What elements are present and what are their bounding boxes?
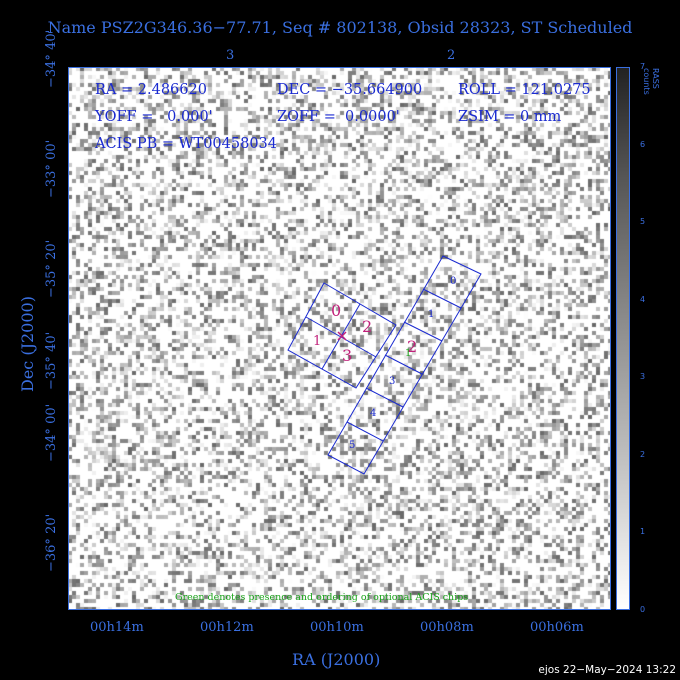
plot-title: Name PSZ2G346.36−77.71, Seq # 802138, Ob…	[47, 18, 633, 37]
colorbar	[616, 67, 630, 610]
top-tick-label: 2	[447, 48, 456, 63]
dec-value: DEC = −35.664900	[277, 82, 423, 98]
acis-s-chip-label-large: 2	[407, 337, 417, 356]
colorbar-tick-label: 4	[640, 294, 646, 304]
colorbar-tick-label: 6	[640, 139, 646, 149]
ra-value: RA = 2.486620	[95, 82, 207, 98]
acis-i-chip-label: 2	[362, 317, 372, 336]
aimpoint-marker	[337, 331, 347, 341]
optional-chip-label: 1	[405, 348, 411, 359]
roll-value: ROLL = 121.0275	[458, 82, 591, 98]
acis-s-chip-label: 3	[389, 376, 395, 387]
acis-i-chip-label: 0	[331, 301, 341, 320]
acis-i-chip-label: 1	[313, 334, 321, 349]
acis-s-divider	[365, 387, 404, 408]
acis-s-chip-label: 5	[349, 440, 355, 451]
top-tick-label: 3	[226, 48, 235, 63]
colorbar-tick-label: 1	[640, 527, 646, 537]
bottom-tick-label: 00h12m	[200, 620, 254, 635]
colorbar-tick-label: 5	[640, 217, 646, 227]
acis-i-array	[287, 282, 397, 389]
bottom-tick-label: 00h08m	[420, 620, 474, 635]
colorbar-tick-label: 7	[640, 62, 646, 71]
acis-s-divider	[346, 421, 384, 442]
bottom-tick-label: 00h06m	[530, 620, 584, 635]
optional-chips-note: Green denotes presence and ordering of o…	[175, 592, 469, 603]
acis-s-chip-label: 4	[370, 408, 376, 419]
acis-s-chip-label: 1	[428, 309, 434, 320]
yoff-value: YOFF = 0.000'	[95, 109, 213, 125]
zoff-value: ZOFF = 0.0000'	[277, 109, 400, 125]
bottom-tick-label: 00h14m	[90, 620, 144, 635]
bottom-tick-label: 00h10m	[310, 620, 364, 635]
acis-s-divider	[384, 354, 423, 375]
colorbar-tick-label: 0	[640, 605, 646, 614]
zsim-value: ZSIM = 0 mm	[458, 109, 562, 125]
x-axis-title: RA (J2000)	[292, 650, 381, 669]
acis-s-chip-label: 0	[450, 276, 456, 287]
colorbar-tick-label: 3	[640, 372, 646, 382]
colorbar-label: RASS counts	[642, 68, 660, 95]
acis-s-divider	[403, 321, 443, 342]
acis-i-chip-label: 3	[342, 346, 352, 365]
acis-s-divider	[422, 288, 462, 309]
footer-timestamp: ejos 22−May−2024 13:22	[538, 664, 676, 676]
colorbar-tick-label: 2	[640, 449, 646, 459]
acis-pb-value: ACIS PB = WT00458034	[95, 136, 277, 152]
